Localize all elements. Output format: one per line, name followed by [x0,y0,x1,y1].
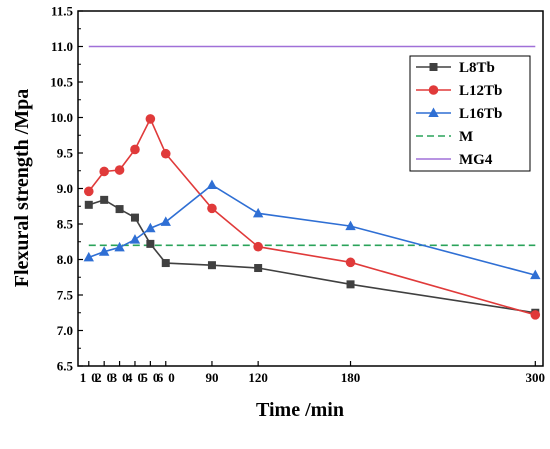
data-point [207,261,216,270]
data-point [530,269,541,280]
legend-item-l16tb: L16Tb [416,106,502,122]
y-tick-label: 10.5 [50,75,73,90]
data-point [160,148,171,159]
data-point [114,165,125,175]
data-point [206,179,218,189]
x-tick-label: 120 [248,370,268,385]
data-point [428,85,439,95]
data-point [530,310,541,320]
legend-label: L16Tb [459,106,502,122]
legend-label: MG4 [459,152,493,168]
data-point [345,257,356,268]
series-line [88,198,536,314]
series-l12tb [83,114,541,320]
legend-label: L12Tb [459,83,502,99]
data-point [160,216,171,226]
x-tick-label: 90 [205,370,218,385]
y-tick-label: 10.0 [50,110,73,125]
data-point [207,203,217,214]
series-l16tb [83,179,541,280]
y-tick-label: 9.5 [57,146,74,161]
x-axis-title: Time /min [256,399,344,421]
x-tick-label: 300 [526,370,546,385]
data-point [145,222,156,233]
legend-label: L8Tb [459,60,495,76]
legend-item-m: M [416,129,473,145]
data-point [83,251,94,262]
legend-item-l8tb: L8Tb [416,60,495,76]
data-point [254,264,263,273]
y-tick-label: 9.0 [57,181,73,196]
data-point [146,239,155,248]
data-point [345,220,356,231]
y-tick-label: 8.0 [57,252,73,267]
legend: L8Tb L12Tb L16Tb M MG4 [409,55,531,172]
data-point [161,259,170,268]
x-tick-label: 180 [341,370,361,385]
data-point [115,205,124,214]
series-line [88,183,536,276]
data-point [129,234,141,244]
series-line [88,117,536,316]
y-tick-label: 7.5 [57,288,74,303]
x-tick-label: 60 [157,370,175,385]
data-point [84,200,93,209]
data-point [252,207,264,218]
legend-item-l12tb: L12Tb [416,83,502,99]
y-axis: 6.5 7.0 7.5 8.0 8.5 9.0 9.5 10.0 10.5 11.0 11.5 [50,4,83,374]
y-axis-title: Flexural strength /Mpa [11,89,33,288]
data-point [346,280,355,289]
data-point [428,107,439,117]
data-point [98,246,110,256]
data-point [145,114,156,124]
data-point [130,144,140,155]
data-point [83,186,94,197]
data-point [253,241,263,252]
data-point [429,63,438,71]
legend-item-mg4: MG4 [416,152,493,168]
legend-label: M [459,129,473,145]
series-l8tb [84,195,540,317]
y-tick-label: 11.5 [51,4,74,19]
data-point [99,166,109,177]
y-tick-label: 11.0 [51,39,73,54]
data-point [114,241,125,252]
series-layer [83,45,541,320]
data-point [100,195,109,204]
y-tick-label: 7.0 [57,323,73,338]
data-point [130,213,139,222]
y-tick-label: 6.5 [57,359,74,374]
y-tick-label: 8.5 [57,217,74,232]
